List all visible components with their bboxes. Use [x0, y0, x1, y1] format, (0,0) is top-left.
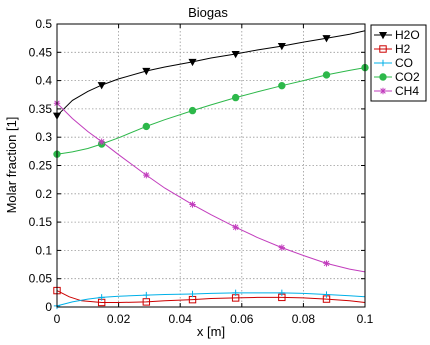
series-line-h2 [56, 290, 366, 303]
data-point-co2 [188, 106, 197, 115]
y-tick-label: 0.3 [35, 130, 52, 144]
data-point-co [98, 294, 105, 301]
x-tick-label: 0.1 [357, 312, 374, 326]
data-point-co2 [231, 93, 240, 102]
data-point-co [143, 291, 150, 299]
y-axis-ticks: 0 0.05 0.1 0.15 0.2 0.25 0.3 0.35 0.4 0.45 0.5 [29, 17, 365, 314]
series-lines [56, 30, 366, 307]
data-point-co [323, 291, 330, 298]
data-point-co [189, 290, 196, 298]
chart-title: Biogas [188, 5, 228, 20]
legend-label-ch4: CH4 [395, 84, 419, 98]
series-line-co [56, 292, 366, 307]
legend-marker-ch4 [379, 87, 387, 95]
data-point-co [278, 289, 286, 297]
data-point-ch4 [98, 138, 105, 145]
data-point-co [232, 289, 239, 297]
legend-label-h2o: H2O [395, 28, 420, 42]
data-point-co2 [142, 122, 151, 131]
x-tick-label: 0 [54, 312, 61, 326]
data-point-h2o [322, 35, 331, 43]
y-tick-label: 0.5 [35, 17, 52, 31]
data-point-co2 [278, 81, 286, 90]
x-tick-label: 0.08 [292, 312, 316, 326]
grid-lines [57, 24, 365, 307]
data-point-ch4 [189, 201, 196, 208]
legend-marker-co2 [379, 73, 387, 81]
x-axis-label: x [m] [197, 324, 225, 339]
y-tick-label: 0.45 [29, 45, 53, 59]
y-tick-label: 0.25 [29, 159, 53, 173]
y-tick-label: 0.1 [35, 243, 52, 257]
legend-label-h2: H2 [395, 42, 411, 56]
legend-marker-co [379, 59, 387, 67]
data-point-h2o [277, 43, 286, 51]
legend-marker-h2 [379, 45, 387, 53]
x-tick-label: 0.06 [230, 312, 254, 326]
x-tick-label: 0.04 [169, 312, 193, 326]
y-tick-label: 0.15 [29, 215, 53, 229]
data-point-ch4 [232, 223, 239, 231]
data-point-h2o [142, 67, 151, 76]
legend-label-co2: CO2 [395, 70, 420, 84]
data-point-ch4 [143, 171, 150, 179]
x-axis-ticks: 0 0.02 0.04 0.06 0.08 0.1 [54, 24, 374, 326]
y-tick-label: 0 [45, 300, 52, 314]
series-markers [52, 35, 369, 310]
series-line-co2 [56, 67, 366, 155]
data-point-h2 [142, 298, 151, 306]
series-line-ch4 [56, 102, 366, 273]
data-point-ch4 [278, 244, 286, 251]
x-tick-label: 0.02 [107, 312, 131, 326]
data-point-h2o [231, 50, 240, 59]
legend-marker-h2o [378, 31, 388, 40]
y-axis-label: Molar fraction [1] [4, 117, 19, 214]
series-line-h2o [56, 30, 366, 117]
y-tick-label: 0.35 [29, 102, 53, 116]
data-point-ch4 [323, 260, 330, 267]
data-point-h2o [97, 82, 106, 90]
y-tick-label: 0.2 [35, 187, 52, 201]
data-point-co2 [322, 71, 331, 79]
y-tick-label: 0.05 [29, 272, 53, 286]
y-tick-label: 0.4 [35, 74, 52, 88]
legend-label-co: CO [395, 56, 413, 70]
data-point-h2o [188, 58, 197, 67]
